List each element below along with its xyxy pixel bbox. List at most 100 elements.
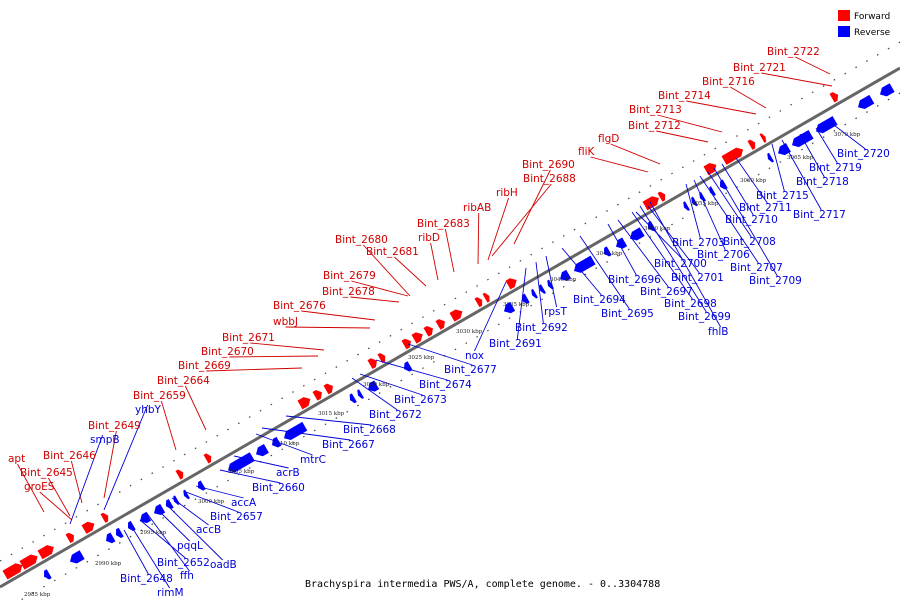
leader-line-forward <box>351 280 409 297</box>
gene-label-reverse: rpsT <box>544 306 567 318</box>
leader-line-forward <box>656 130 709 143</box>
gene-label-reverse: Bint_2657 <box>210 511 263 523</box>
forward-gene-arrow <box>323 383 333 395</box>
scale-tick-label: 3000 kbp <box>198 499 225 505</box>
gene-label-forward: ribH <box>496 187 518 199</box>
leader-line-reverse <box>699 175 759 264</box>
gene-label-reverse: Bint_2677 <box>444 364 497 376</box>
gene-label-forward: Bint_2721 <box>733 62 786 74</box>
leader-line-reverse <box>219 469 281 484</box>
gene-labels: apt Bint_2645 groES Bint_2646 Bint_2649 Bint_… <box>8 46 890 599</box>
leader-line-forward <box>363 244 411 297</box>
reverse-gene-arrow <box>368 380 380 392</box>
reverse-gene-arrow <box>140 511 152 524</box>
gene-label-forward: Bint_2676 <box>273 300 326 312</box>
leader-line-reverse <box>535 261 544 324</box>
leader-line-forward <box>590 156 649 173</box>
gene-label-forward: Bint_2678 <box>322 286 375 298</box>
genome-title: Brachyspira intermedia PWS/A, complete g… <box>305 579 660 590</box>
scale-tick-label: 2990 kbp <box>95 561 122 567</box>
reverse-gene-arrow <box>256 444 269 457</box>
gene-label-reverse: Bint_2699 <box>678 311 731 323</box>
gene-label-forward: Bint_2690 <box>522 159 575 171</box>
gene-label-reverse: oadB <box>210 559 237 571</box>
gene-label-forward: Bint_2645 <box>20 467 73 479</box>
gene-label-reverse: mtrC <box>300 454 326 466</box>
forward-gene-arrow <box>759 133 767 143</box>
reverse-gene-arrow <box>349 393 357 404</box>
gene-label-forward: Bint_2664 <box>157 375 210 387</box>
forward-gene-arrow <box>505 278 517 290</box>
scale-tick-label: 3070 kbp <box>834 132 861 138</box>
gene-label-reverse: Bint_2694 <box>573 294 626 306</box>
gene-label-forward: Bint_2681 <box>366 246 419 258</box>
leader-line-reverse <box>799 133 825 178</box>
gene-label-forward: apt <box>8 453 25 465</box>
reverse-gene-arrow <box>880 83 895 97</box>
scale-tick-label: 2985 kbp <box>24 592 51 598</box>
leader-line-reverse <box>815 127 838 164</box>
reverse-gene-arrow <box>531 288 538 299</box>
label-leader-lines <box>17 56 866 589</box>
leader-line-reverse <box>771 143 785 192</box>
leader-line-reverse <box>561 247 602 296</box>
reverse-gene-arrow <box>604 246 612 257</box>
reverse-gene-arrow <box>539 284 546 294</box>
leader-line-reverse <box>69 434 104 525</box>
gene-label-forward: Bint_2679 <box>323 270 376 282</box>
leader-line-forward <box>513 169 551 245</box>
leader-line-reverse <box>579 235 630 310</box>
reverse-gene-arrow <box>128 520 136 532</box>
scale-tick-label: 3030 kbp <box>456 329 483 335</box>
leader-line-forward <box>686 100 757 115</box>
leader-line-reverse <box>103 404 149 511</box>
leader-line-forward <box>491 183 552 257</box>
forward-gene-arrow <box>312 390 322 401</box>
reverse-gene-arrow <box>560 269 572 281</box>
leader-line-reverse <box>829 121 866 150</box>
forward-strand-dots <box>0 41 900 562</box>
forward-gene-arrow <box>703 163 717 176</box>
leader-line-forward <box>350 296 400 303</box>
forward-gene-arrow <box>65 532 75 544</box>
gene-label-reverse: Bint_2701 <box>671 272 724 284</box>
leader-line-reverse <box>647 205 700 274</box>
gene-label-reverse: accB <box>196 524 221 536</box>
forward-gene-arrow <box>297 397 311 410</box>
gene-label-reverse: Bint_2718 <box>796 176 849 188</box>
gene-label-forward: ribD <box>418 232 440 244</box>
reverse-gene-arrow <box>504 302 516 314</box>
reverse-gene-arrow <box>767 152 774 163</box>
reverse-gene-arrow <box>166 498 174 510</box>
leader-line-reverse <box>261 427 351 441</box>
scale-tick-label: 3020 kbp <box>363 382 390 388</box>
reverse-gene-arrow <box>70 550 85 564</box>
forward-gene-arrow <box>401 338 411 350</box>
gene-label-reverse: acrB <box>276 467 300 479</box>
leader-line-reverse <box>707 171 752 238</box>
leader-line-reverse <box>123 529 149 575</box>
leader-line-reverse <box>165 503 223 561</box>
reverse-gene-arrow <box>691 196 698 207</box>
gene-label-reverse: Bint_2710 <box>725 214 778 226</box>
gene-label-forward: ribAB <box>463 202 491 214</box>
forward-gene-arrow <box>423 326 433 337</box>
gene-label-reverse: Bint_2660 <box>252 482 305 494</box>
gene-label-reverse: Bint_2717 <box>793 209 846 221</box>
gene-label-reverse: nox <box>465 350 484 362</box>
gene-label-forward: Bint_2722 <box>767 46 820 58</box>
gene-label-reverse: ffh <box>180 570 194 582</box>
leader-line-reverse <box>545 255 558 308</box>
forward-gene-arrow <box>19 554 38 570</box>
leader-line-forward <box>477 212 480 265</box>
leader-line-forward <box>160 400 177 451</box>
leader-line-reverse <box>157 509 190 542</box>
gene-label-reverse: Bint_2674 <box>419 379 472 391</box>
leader-line-forward <box>730 86 767 109</box>
gene-label-reverse: Bint_2711 <box>739 202 792 214</box>
leader-line-reverse <box>359 373 423 396</box>
gene-features <box>2 83 895 580</box>
gene-label-forward: Bint_2671 <box>222 332 275 344</box>
gene-label-reverse: Bint_2695 <box>601 308 654 320</box>
